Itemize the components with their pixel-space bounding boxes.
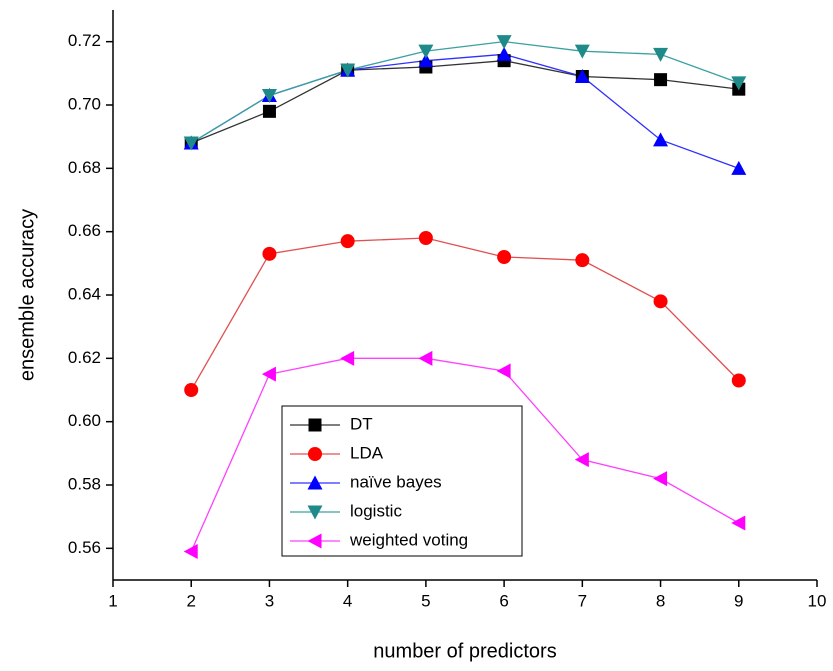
legend-marker bbox=[307, 475, 323, 490]
x-tick-label: 9 bbox=[734, 591, 743, 610]
data-point bbox=[731, 160, 747, 175]
data-point bbox=[497, 250, 512, 264]
data-point bbox=[261, 366, 276, 382]
data-point bbox=[574, 44, 590, 59]
data-point bbox=[262, 246, 277, 261]
data-point bbox=[653, 471, 668, 487]
data-point bbox=[731, 515, 746, 531]
data-point bbox=[574, 69, 590, 83]
legend-marker bbox=[308, 447, 322, 461]
x-tick-label: 1 bbox=[108, 591, 117, 610]
x-tick-label: 10 bbox=[808, 591, 827, 610]
x-tick-label: 4 bbox=[343, 591, 352, 610]
data-point bbox=[418, 53, 434, 68]
legend-box bbox=[281, 405, 523, 557]
y-tick-label: 0.68 bbox=[68, 158, 101, 177]
y-tick-label: 0.60 bbox=[68, 411, 101, 430]
legend-label: DT bbox=[350, 414, 373, 433]
x-tick-label: 7 bbox=[578, 591, 587, 610]
data-point bbox=[653, 294, 668, 309]
data-point bbox=[731, 76, 747, 91]
data-point bbox=[340, 350, 355, 366]
data-point bbox=[262, 104, 276, 118]
x-tick-label: 6 bbox=[499, 591, 508, 610]
data-point bbox=[340, 63, 356, 78]
y-tick-label: 0.72 bbox=[68, 31, 101, 50]
legend-marker bbox=[307, 505, 323, 520]
legend-marker bbox=[307, 533, 322, 549]
data-point bbox=[496, 35, 512, 50]
y-tick-label: 0.58 bbox=[68, 474, 101, 493]
data-point bbox=[418, 44, 434, 59]
x-axis-label: number of predictors bbox=[373, 640, 556, 662]
legend-marker bbox=[308, 418, 322, 432]
x-tick-label: 5 bbox=[421, 591, 430, 610]
data-point bbox=[496, 363, 511, 379]
data-point bbox=[183, 544, 198, 559]
data-point bbox=[184, 383, 199, 397]
x-tick-label: 3 bbox=[265, 591, 274, 610]
data-point bbox=[183, 136, 199, 151]
data-point bbox=[575, 253, 590, 268]
legend-label: LDA bbox=[350, 443, 384, 462]
y-tick-label: 0.56 bbox=[68, 538, 101, 557]
y-tick-label: 0.66 bbox=[68, 221, 101, 240]
x-tick-label: 8 bbox=[656, 591, 665, 610]
data-point bbox=[653, 132, 669, 147]
data-point bbox=[418, 350, 433, 366]
data-point bbox=[340, 234, 355, 249]
y-tick-label: 0.64 bbox=[68, 284, 101, 303]
series-line bbox=[190, 41, 740, 144]
legend-label: naïve bayes bbox=[350, 472, 442, 491]
data-point bbox=[418, 231, 433, 245]
series-line bbox=[190, 237, 740, 391]
data-point bbox=[261, 89, 277, 103]
y-tick-label: 0.70 bbox=[68, 94, 101, 113]
x-tick-label: 2 bbox=[186, 591, 195, 610]
y-axis-label: ensemble accuracy bbox=[16, 209, 38, 381]
series-line bbox=[190, 60, 739, 144]
series-line bbox=[190, 357, 740, 552]
data-point bbox=[654, 73, 668, 87]
legend-label: logistic bbox=[350, 501, 402, 520]
data-point bbox=[653, 47, 669, 62]
data-point bbox=[574, 452, 589, 468]
data-point bbox=[731, 373, 746, 388]
legend-label: weighted voting bbox=[349, 530, 468, 549]
y-tick-label: 0.62 bbox=[68, 348, 101, 367]
data-point bbox=[496, 46, 512, 61]
